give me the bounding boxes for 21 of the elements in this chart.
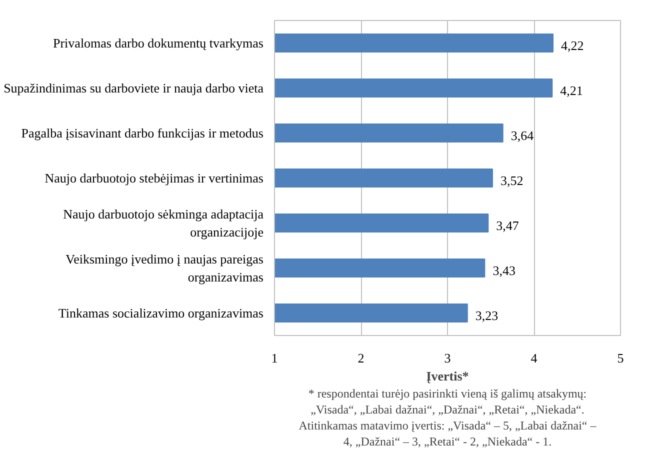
- x-tick-label: 2: [358, 350, 364, 366]
- data-label: 3,23: [475, 308, 498, 323]
- x-tick-label: 3: [444, 350, 451, 366]
- y-tick-label: Veiksmingo įvedimo į naujas pareigas organizavimas: [66, 252, 264, 284]
- data-label: 4,22: [561, 38, 584, 53]
- y-tick-label: Tinkamas socializavimo organizavimas: [58, 306, 264, 320]
- x-tick-label: 1: [271, 350, 278, 366]
- x-tick-label: 5: [617, 350, 624, 366]
- x-tick-label: 4: [530, 350, 538, 366]
- x-axis-title: Įvertis*: [426, 368, 469, 384]
- data-label: 3,52: [500, 173, 524, 188]
- y-tick-label: Naujo darbuotojo sėkminga adaptacija organizacijoje: [63, 206, 264, 240]
- data-label: 3,47: [496, 218, 520, 233]
- y-tick-label: Supažindinimas su darboviete ir nauja darbo vieta: [4, 80, 264, 96]
- y-tick-label: Naujo darbuotojo stebėjimas ir vertinimas: [44, 170, 264, 186]
- data-label: 3,43: [492, 263, 516, 278]
- y-tick-label: Pagalba įsisavinant darbo funkcijas ir metodus: [21, 126, 264, 140]
- data-label: 3,64: [510, 128, 534, 143]
- data-label: 4,21: [560, 83, 583, 98]
- y-tick-label: Privalomas darbo dokumentų tvarkymas: [53, 36, 264, 50]
- text: * respondentai turėjo pasirinkti vieną iš galimų atsakymų: „Visada“, „Labai dažnai“, „Dažnai“, „Retai“, „Niekada“. Atitinkamas matavimo įvertis: „Visada“ – 5, „Labai dažnai“ – 4, „Dažnai“ – 3, „Retai“ - 2, „Niekada“ - 1.: [298, 386, 598, 448]
